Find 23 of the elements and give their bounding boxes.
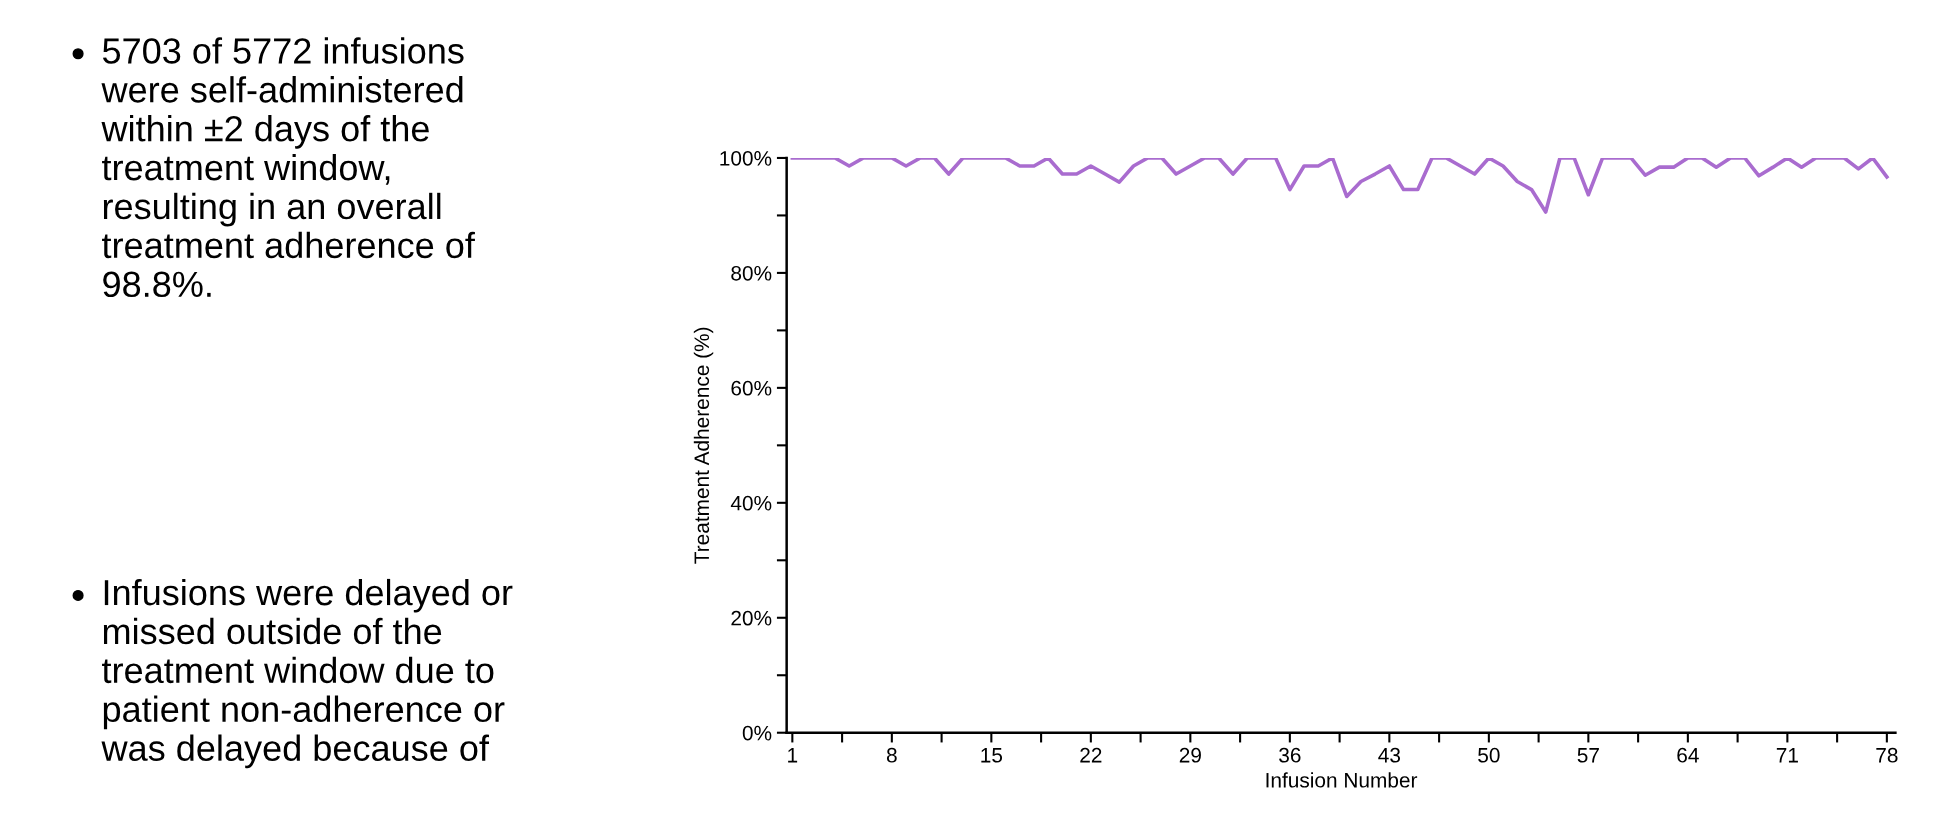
text: 5703 of 5772 infusions were self-administered within ±2 days of the treatment window, resulting in an overall treatment adherence of 98.8%. — [101, 37, 475, 298]
x-tick-label: 43 — [1378, 747, 1401, 763]
x-tick-label: 78 — [1876, 747, 1898, 763]
text: Infusions were delayed or missed outside of the treatment window due to patient non-adherence or was delayed because of — [101, 578, 513, 769]
x-tick-label: 22 — [1080, 747, 1102, 763]
x-tick-label: 29 — [1179, 747, 1201, 763]
x-tick-label: 1 — [788, 748, 798, 763]
x-tick-label: 64 — [1677, 747, 1699, 763]
x-tick-label: 50 — [1478, 747, 1500, 763]
y-tick-label: 40% — [730, 495, 772, 511]
y-tick-label: 60% — [731, 380, 772, 396]
x-tick-label: 57 — [1577, 748, 1599, 763]
x-tick-label: 15 — [981, 748, 1003, 763]
x-tick-label: 36 — [1279, 747, 1301, 763]
x-tick-label: 8 — [886, 747, 897, 763]
y-tick-label: 20% — [731, 610, 772, 626]
y-tick-label: 80% — [731, 265, 772, 281]
x-tick-label: 71 — [1776, 748, 1798, 763]
y-axis-title: Treatment Adherence (%) — [693, 327, 714, 564]
y-tick-label: 0% — [742, 725, 772, 741]
x-axis-title: Infusion Number — [1266, 772, 1418, 788]
line-series — [790, 157, 1889, 214]
y-tick-label: 100% — [720, 150, 772, 166]
